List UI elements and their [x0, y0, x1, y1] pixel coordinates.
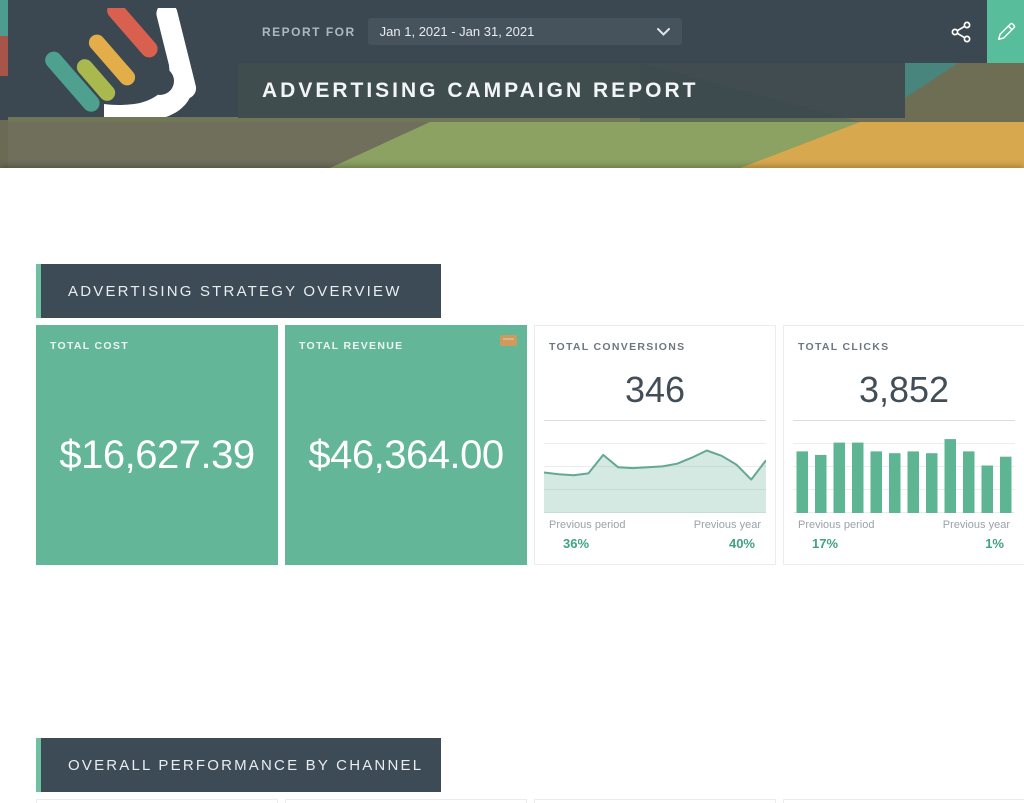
note-icon[interactable]	[500, 335, 517, 346]
previous-period-label: Previous period	[549, 519, 626, 531]
section-header-overview: ADVERTISING STRATEGY OVERVIEW	[36, 264, 441, 318]
total-cost-card: TOTAL COST $16,627.39	[36, 325, 278, 565]
comparison-footer: Previous period 17% Previous year 1%	[784, 515, 1024, 551]
total-conversions-card: TOTAL CONVERSIONS 346 Previous period 36…	[534, 325, 776, 565]
total-conversions-area-chart	[544, 420, 766, 513]
date-range-select[interactable]: Jan 1, 2021 - Jan 31, 2021	[367, 18, 682, 45]
header-banner: REPORT FOR Jan 1, 2021 - Jan 31, 2021	[0, 0, 1024, 168]
google-ads-conversion-rate-card: GOOGLE ADS CONVERSION RATE 9.25%	[783, 799, 1024, 803]
google-ads-cpa-card: GOOGLE ADS CPA	[534, 799, 776, 803]
chevron-down-icon	[656, 27, 670, 36]
section-title: OVERALL PERFORMANCE BY CHANNEL	[68, 756, 424, 774]
total-conversions-value: 346	[624, 369, 686, 410]
google-ads-revenue-card: GOOGLE ADS REVENUE $46,364.00	[285, 799, 527, 803]
report-body: ADVERTISING STRATEGY OVERVIEW TOTAL COST…	[0, 168, 1024, 803]
card-label: TOTAL CLICKS	[798, 341, 890, 353]
total-clicks-value: 3,852	[858, 369, 950, 410]
card-label: TOTAL REVENUE	[299, 340, 404, 352]
google-ads-cost-card: GOOGLE ADS COST $15,531.99	[36, 799, 278, 803]
share-icon	[951, 21, 971, 42]
hand-with-bars-logo-icon	[45, 1, 197, 123]
previous-year-value: 40%	[728, 536, 755, 551]
date-range-value: Jan 1, 2021 - Jan 31, 2021	[379, 24, 535, 39]
report-for-label: REPORT FOR	[262, 24, 356, 39]
total-clicks-card: TOTAL CLICKS 3,852 Previous period 17% P…	[783, 325, 1024, 565]
previous-year-label: Previous year	[693, 519, 761, 531]
share-button[interactable]	[949, 20, 973, 44]
page-title: ADVERTISING CAMPAIGN REPORT	[262, 78, 699, 102]
section-header-channel: OVERALL PERFORMANCE BY CHANNEL	[36, 738, 441, 792]
app-logo[interactable]	[8, 1, 238, 123]
section-title: ADVERTISING STRATEGY OVERVIEW	[68, 282, 402, 300]
total-revenue-value: $46,364.00	[308, 433, 504, 477]
total-clicks-bar-chart	[793, 420, 1015, 513]
overview-cards-row: TOTAL COST $16,627.39 TOTAL REVENUE $46,…	[36, 325, 1024, 565]
report-title-band: ADVERTISING CAMPAIGN REPORT	[238, 63, 905, 118]
comparison-footer: Previous period 36% Previous year 40%	[535, 515, 775, 551]
total-revenue-card: TOTAL REVENUE $46,364.00	[285, 325, 527, 565]
edit-report-button[interactable]	[987, 0, 1024, 63]
previous-year-value: 1%	[985, 536, 1004, 551]
previous-period-label: Previous period	[798, 519, 875, 531]
previous-year-label: Previous year	[942, 519, 1010, 531]
pencil-icon	[997, 22, 1015, 40]
card-label: TOTAL CONVERSIONS	[549, 341, 686, 353]
channel-cards-row: GOOGLE ADS COST $15,531.99 GOOGLE ADS RE…	[36, 799, 1024, 803]
banner-left-edge	[0, 0, 8, 168]
card-label: TOTAL COST	[50, 340, 129, 352]
previous-period-value: 36%	[563, 536, 590, 551]
previous-period-value: 17%	[812, 536, 839, 551]
total-cost-value: $16,627.39	[59, 433, 255, 477]
